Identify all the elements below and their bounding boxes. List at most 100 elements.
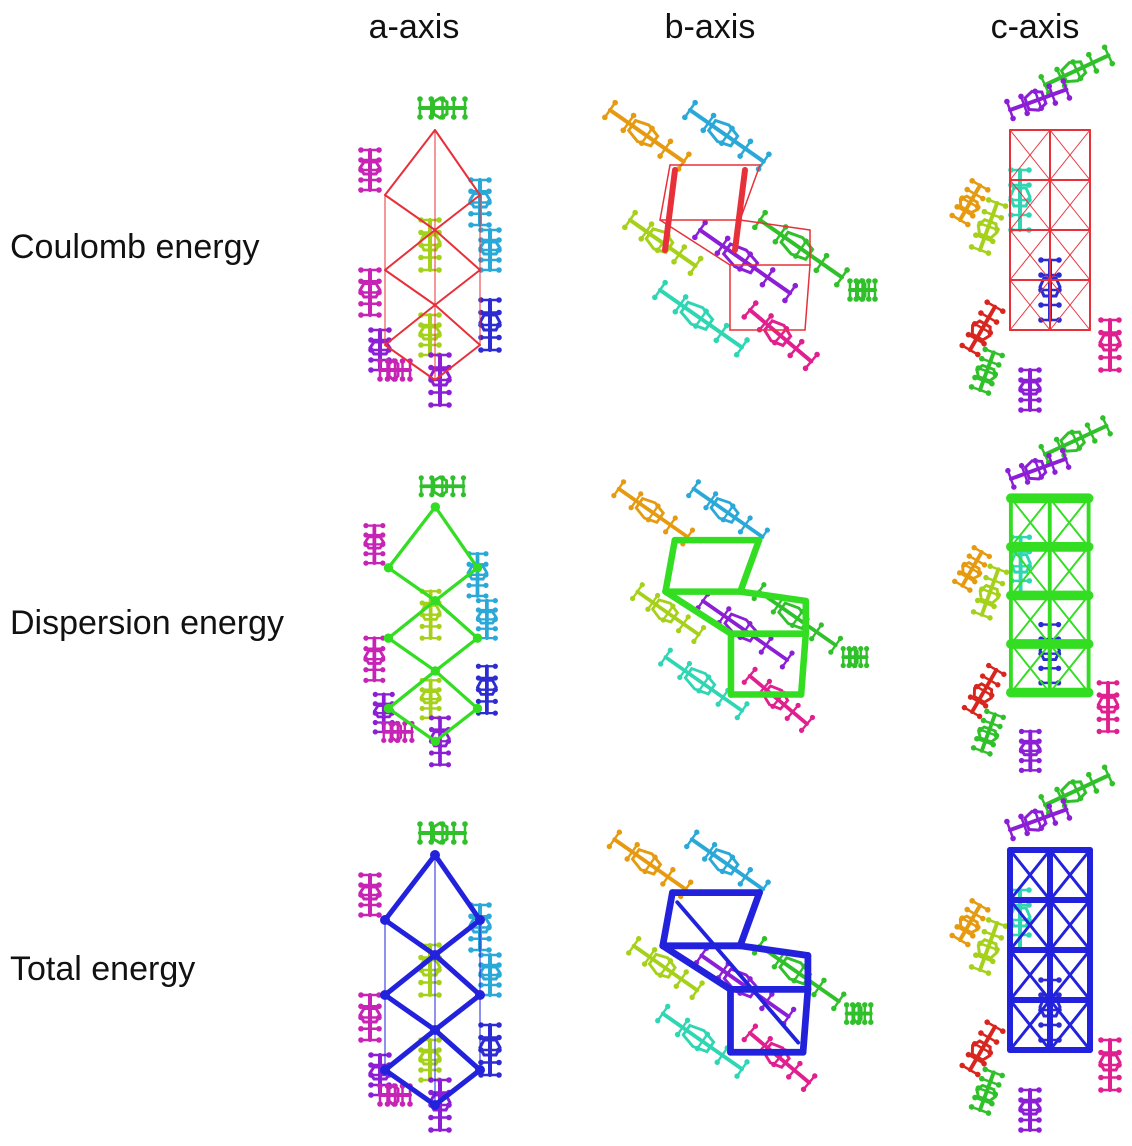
atom xyxy=(670,866,676,873)
atom xyxy=(428,1077,434,1083)
atom xyxy=(667,138,674,145)
molecule-branch xyxy=(705,493,717,509)
atom xyxy=(800,1086,807,1093)
atom xyxy=(863,646,870,652)
molecule-ring xyxy=(387,357,400,383)
atom xyxy=(685,614,691,620)
centroid-node xyxy=(430,950,440,960)
atom xyxy=(641,961,648,967)
atom xyxy=(486,902,492,908)
atom xyxy=(956,570,963,576)
atom xyxy=(496,1072,502,1078)
atom xyxy=(1010,115,1016,122)
molecule-branch xyxy=(647,505,659,521)
molecule-branch xyxy=(659,140,672,157)
atom xyxy=(985,250,992,256)
atom xyxy=(999,1028,1006,1034)
atom xyxy=(1066,95,1073,101)
centroid-node xyxy=(383,563,394,573)
atom xyxy=(1114,716,1120,723)
atom xyxy=(1038,74,1044,80)
molecule-branch xyxy=(1101,417,1112,435)
atom xyxy=(779,664,785,670)
interaction-cylinder xyxy=(732,167,748,253)
atom xyxy=(377,376,383,382)
atom xyxy=(809,636,815,642)
atom xyxy=(982,346,989,353)
atom xyxy=(700,625,707,631)
atom xyxy=(475,663,482,669)
molecule-ring xyxy=(1023,459,1048,481)
molecule-branch xyxy=(743,1025,757,1041)
atom xyxy=(1098,1037,1104,1043)
molecule-branch xyxy=(622,114,635,131)
molecule-branch xyxy=(640,223,653,240)
interaction-cylinder xyxy=(382,1067,438,1108)
atom xyxy=(782,297,788,304)
atom xyxy=(1098,1049,1104,1056)
atom xyxy=(462,821,468,827)
molecule-branch xyxy=(984,348,1003,357)
atom xyxy=(475,607,482,613)
atom xyxy=(1038,992,1044,998)
atom xyxy=(862,1002,868,1008)
column-header-b-axis: b-axis xyxy=(664,8,756,46)
atom xyxy=(1098,367,1104,373)
column-header-c-axis: c-axis xyxy=(990,8,1080,46)
atom xyxy=(809,714,816,721)
atom xyxy=(1026,182,1032,188)
atom xyxy=(418,342,424,348)
atom xyxy=(1114,680,1120,686)
atom xyxy=(1018,1117,1024,1123)
atom xyxy=(445,715,452,721)
atom xyxy=(1018,813,1024,820)
atom xyxy=(1084,422,1091,428)
atom xyxy=(995,362,1002,368)
atom xyxy=(689,527,696,533)
atom xyxy=(968,244,975,250)
interaction-cylinder xyxy=(433,566,480,603)
molecule-branch xyxy=(971,965,989,975)
atom xyxy=(1018,93,1024,100)
atom xyxy=(959,1062,966,1069)
atom xyxy=(402,737,408,743)
molecule-ring xyxy=(856,277,867,303)
atom xyxy=(1018,738,1025,744)
atom xyxy=(1098,1074,1104,1081)
atom xyxy=(616,829,623,835)
molecule-branch xyxy=(683,101,697,119)
atom xyxy=(1018,767,1025,774)
atom xyxy=(486,222,492,228)
atom xyxy=(478,1022,484,1028)
atom xyxy=(713,491,719,497)
atom xyxy=(1096,680,1103,686)
interaction-cylinder xyxy=(1009,643,1051,694)
interaction-cylinder xyxy=(1009,594,1051,645)
molecule xyxy=(1018,367,1042,413)
molecule-branch xyxy=(980,311,998,324)
atom xyxy=(368,1092,374,1098)
atom xyxy=(436,254,442,261)
molecule-branch xyxy=(1062,80,1071,99)
centroid-node xyxy=(430,595,440,606)
interaction-cylinder xyxy=(434,269,481,306)
molecule-branch xyxy=(659,649,672,665)
atom xyxy=(418,992,424,998)
atom xyxy=(492,663,498,669)
atom xyxy=(1055,665,1062,672)
atom xyxy=(358,278,364,285)
molecule-ring xyxy=(363,649,386,665)
molecule-ring xyxy=(708,847,740,876)
row-label-dispersion: Dispersion energy xyxy=(10,604,285,642)
atom xyxy=(496,334,502,341)
molecule-branch xyxy=(966,188,984,200)
atom xyxy=(978,310,984,316)
atom xyxy=(687,879,694,885)
molecule-branch xyxy=(988,664,1005,676)
atom xyxy=(949,932,956,939)
molecule-branch xyxy=(653,281,667,299)
atom xyxy=(673,983,679,989)
atom xyxy=(462,839,468,845)
molecule-ring xyxy=(972,682,994,704)
atom xyxy=(363,646,369,652)
